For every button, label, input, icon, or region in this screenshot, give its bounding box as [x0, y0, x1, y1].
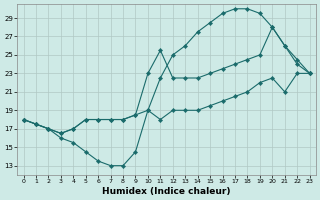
- X-axis label: Humidex (Indice chaleur): Humidex (Indice chaleur): [102, 187, 231, 196]
